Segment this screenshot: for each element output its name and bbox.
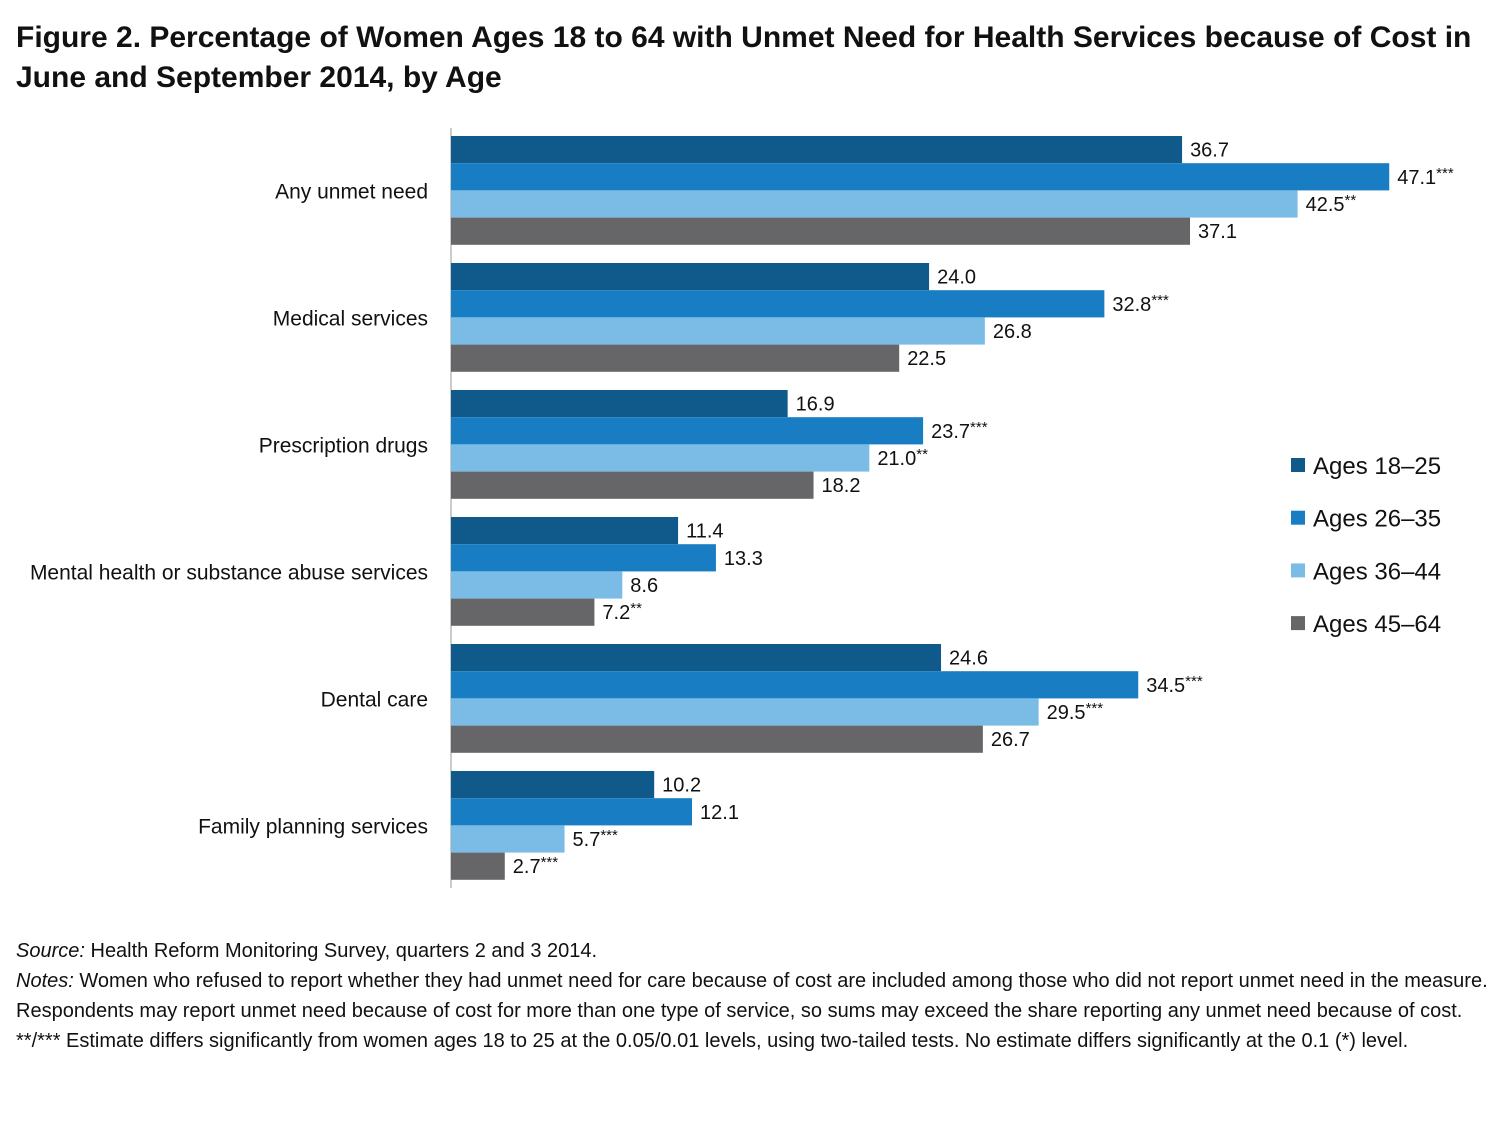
data-label: 21.0** [877,446,928,470]
bar [451,344,900,372]
bar [451,417,924,445]
bar [451,771,655,799]
data-label: 29.5*** [1047,700,1104,724]
chart-title: Figure 2. Percentage of Women Ages 18 to… [16,21,1472,94]
bar [451,163,1390,191]
data-label: 34.5*** [1146,673,1203,697]
bar [451,390,788,418]
bar [451,644,942,672]
bar [451,136,1183,164]
data-label: 26.7 [991,729,1030,751]
category-label: Any unmet need [275,180,428,203]
notes-label: Notes: [16,970,74,992]
source-note: Source: Health Reform Monitoring Survey,… [16,936,1491,966]
bar [451,852,505,880]
significance-note: **/*** Estimate differs significantly fr… [16,1030,1409,1052]
category-label: Medical services [273,307,428,330]
bar [451,290,1105,318]
legend-label: Ages 36–44 [1313,558,1441,585]
category-label: Family planning services [198,815,428,838]
bar [451,517,679,545]
source-text: Health Reform Monitoring Survey, quarter… [84,940,598,962]
bar [451,671,1139,699]
data-label: 36.7 [1190,140,1229,162]
bar [451,190,1298,218]
bar [451,825,565,853]
bar [451,317,985,345]
category-label: Mental health or substance abuse service… [30,561,428,584]
bar [451,725,983,753]
data-label: 2.7*** [513,854,558,878]
bar [451,263,930,291]
legend-swatch [1291,458,1305,472]
category-label: Prescription drugs [259,434,428,457]
data-label: 8.6 [630,575,658,597]
data-label: 10.2 [662,775,701,797]
data-label: 13.3 [724,548,763,570]
data-label: 37.1 [1198,221,1237,243]
data-label: 5.7*** [573,827,618,851]
bar [451,598,595,626]
data-label: 18.2 [822,475,861,497]
data-label: 12.1 [700,802,739,824]
bar [451,698,1039,726]
notes-body: Women who refused to report whether they… [16,970,1488,1022]
data-label: 26.8 [993,321,1032,343]
notes-text: Notes: Women who refused to report wheth… [16,966,1491,1026]
category-label: Dental care [321,688,428,711]
data-label: 42.5** [1306,192,1357,216]
bar [451,444,870,472]
data-label: 16.9 [796,394,835,416]
bar [451,798,693,826]
data-label: 24.6 [949,648,988,670]
legend-swatch [1291,510,1305,525]
bar [451,571,623,599]
bar-chart: Any unmet need 36.7 47.1*** 42.5** 37.1 Medic… [30,128,1454,888]
bar [451,217,1191,245]
data-label: 22.5 [907,348,946,370]
legend-swatch [1291,563,1305,578]
legend-swatch [1291,616,1305,631]
data-label: 47.1*** [1397,165,1454,189]
legend-label: Ages 18–25 [1313,453,1441,480]
data-label: 32.8*** [1112,292,1169,316]
legend-label: Ages 45–64 [1313,611,1441,638]
bar [451,544,716,572]
legend-label: Ages 26–35 [1313,506,1441,533]
notes: Source: Health Reform Monitoring Survey,… [16,936,1491,1056]
data-label: 11.4 [686,521,723,543]
data-label: 7.2** [602,600,642,624]
source-label: Source: [16,940,85,962]
data-label: 24.0 [937,267,976,289]
data-label: 23.7*** [931,419,988,443]
bar [451,471,814,499]
